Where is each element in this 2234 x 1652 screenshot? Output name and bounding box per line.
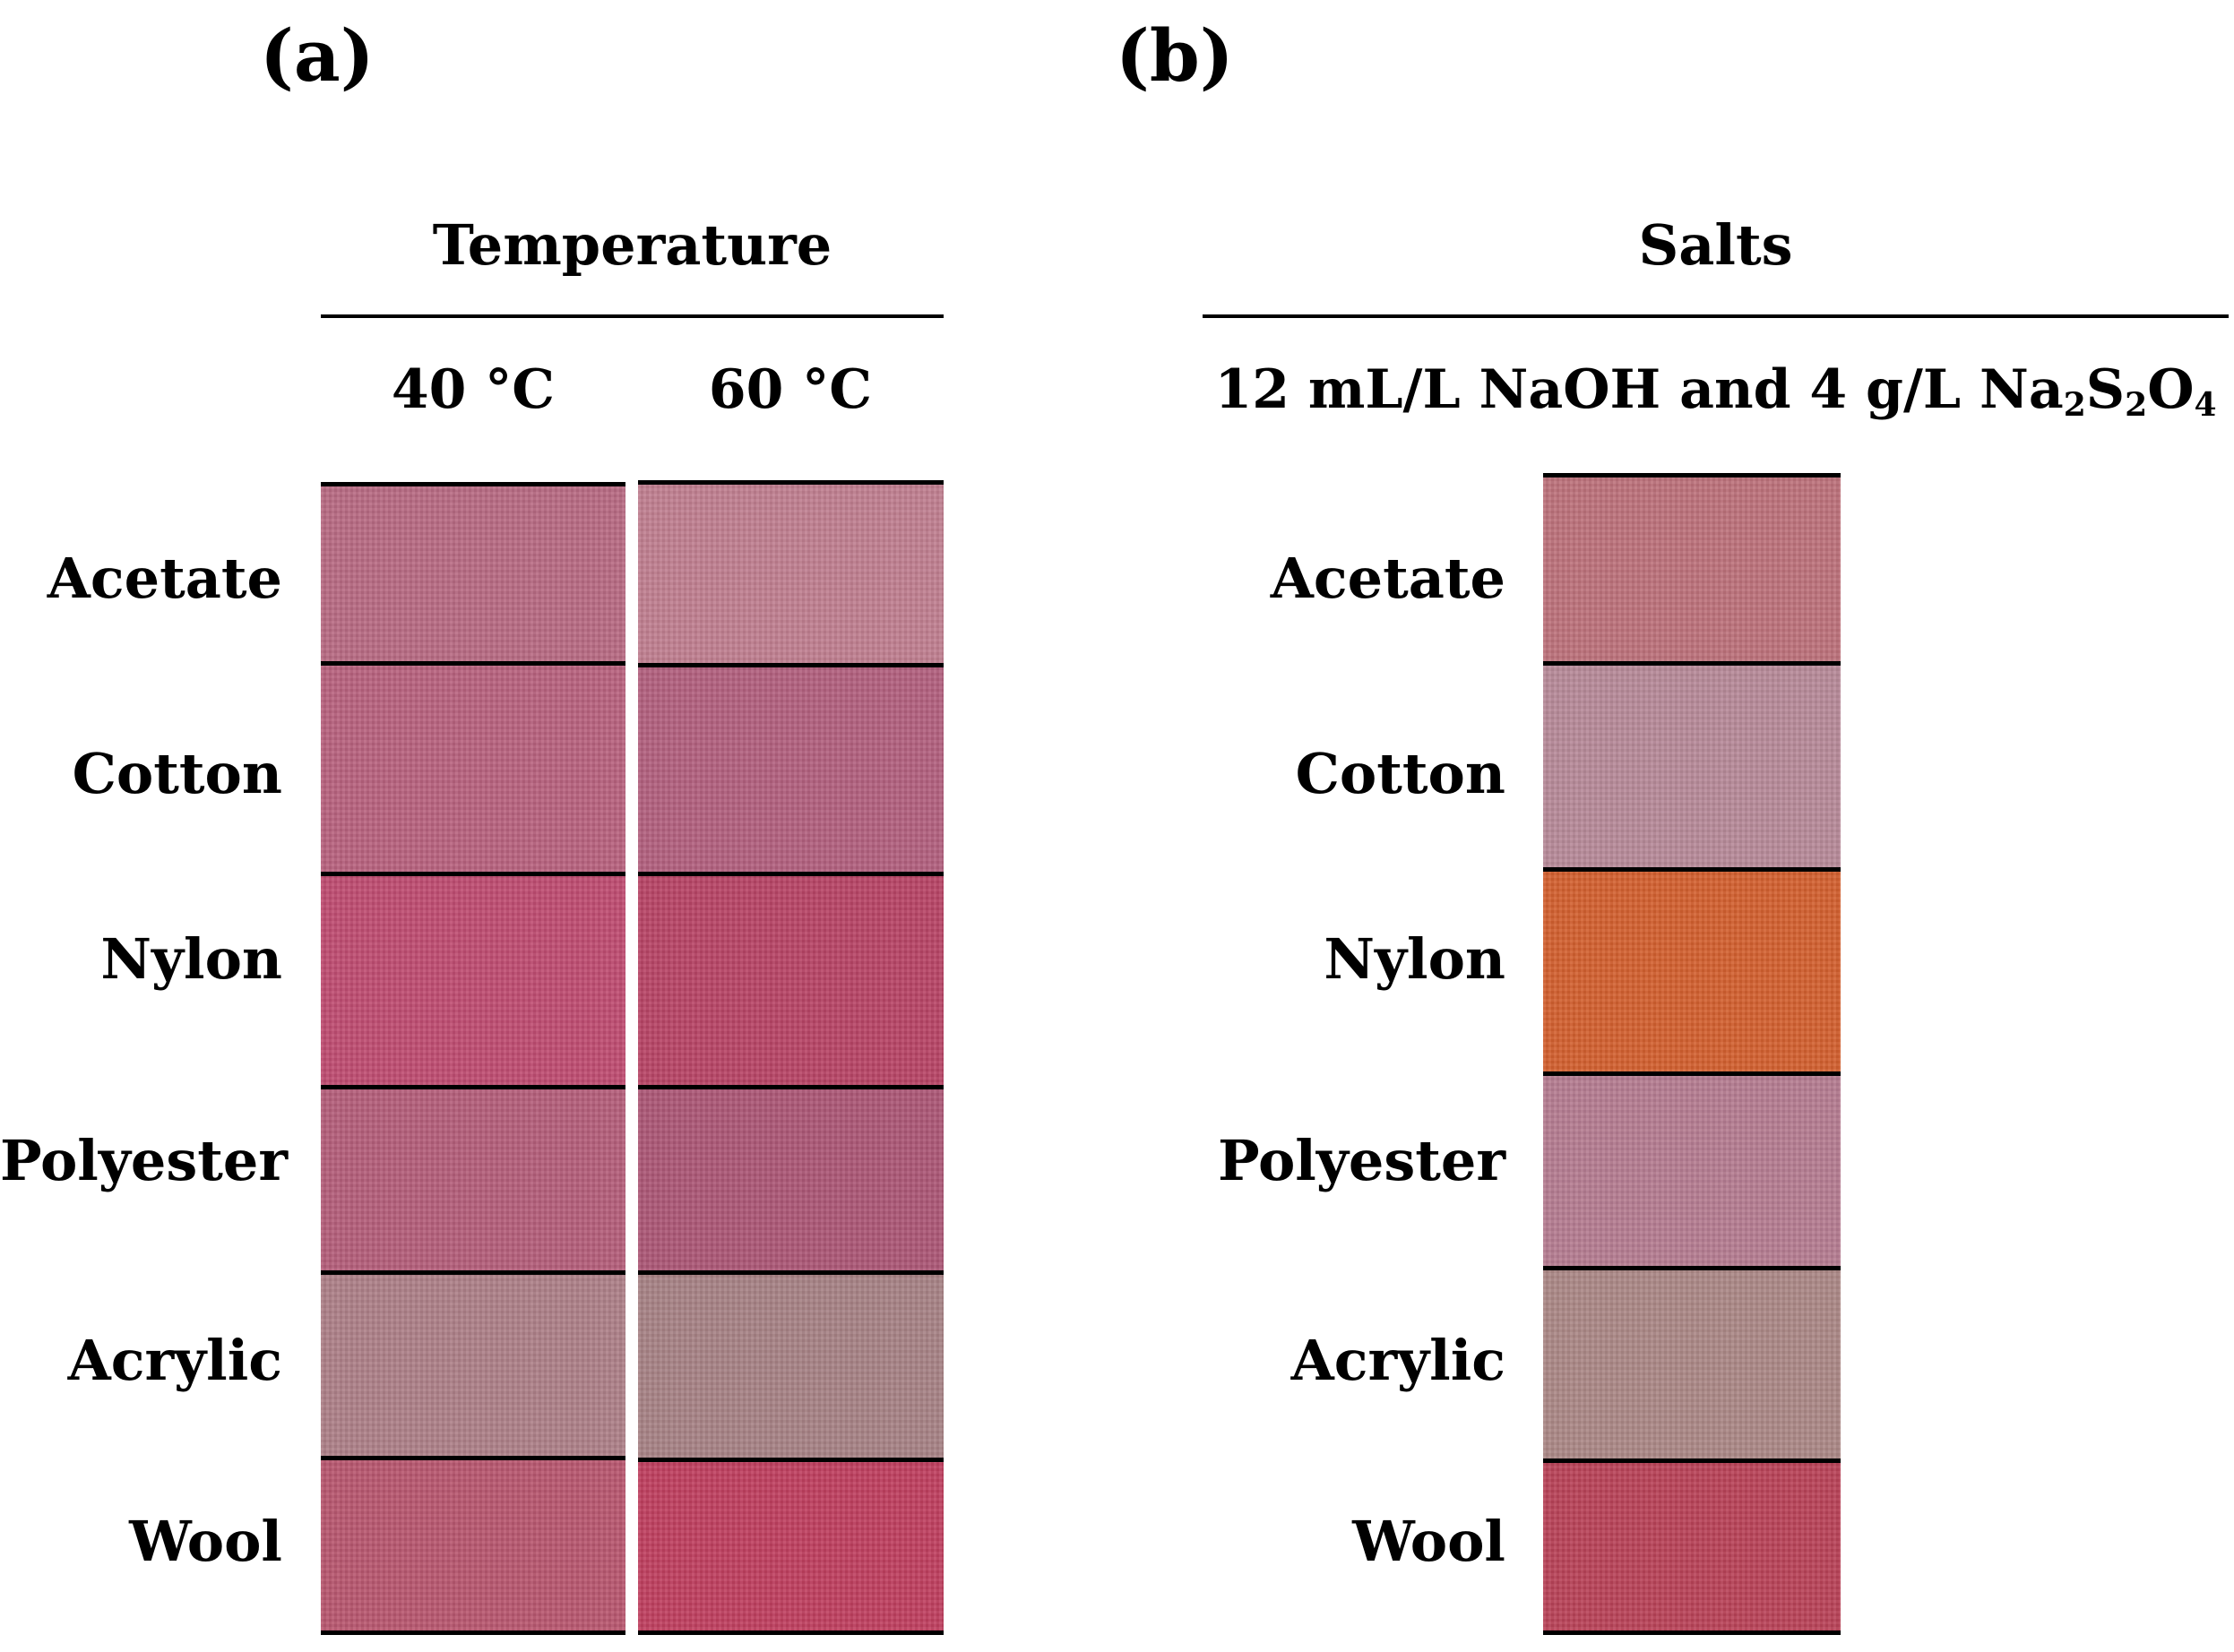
panel-a-header-rule [321,314,944,318]
swatch-divider [638,663,944,667]
fabric-swatch-acetate [1543,473,1841,661]
fabric-swatch-nylon [1543,867,1841,1071]
panel-b-row-label-polyester: Polyester [1218,1128,1505,1193]
swatch-divider [1543,1071,1841,1076]
swatch-divider [321,661,625,666]
panel-a-row-label-acrylic: Acrylic [67,1328,282,1393]
swatch-divider [638,1458,944,1462]
fabric-swatch-wool [1543,1458,1841,1635]
swatch-divider [638,480,944,485]
swatch-divider [638,1085,944,1089]
fabric-swatch-wool [321,1456,625,1635]
swatch-divider [321,872,625,876]
panel-a-header: Temperature [432,212,832,278]
fabric-swatch-acrylic [638,1270,944,1458]
panel-b-row-label-acrylic: Acrylic [1290,1328,1505,1393]
swatch-divider [1543,1266,1841,1270]
panel-a-row-label-wool: Wool [129,1509,282,1574]
panel-b-row-label-wool: Wool [1352,1509,1505,1574]
fabric-swatch-acetate [321,482,625,661]
panel-b-row-label-nylon: Nylon [1324,926,1505,992]
panel-a-letter: (a) [260,13,375,98]
fabric-swatch-acrylic [1543,1266,1841,1458]
panel-b-strip [1543,473,1841,1635]
panel-b-row-label-cotton: Cotton [1295,741,1505,806]
panel-b-condition-label: 12 mL/L NaOH and 4 g/L Na2S2O4 [1214,358,2217,424]
swatch-divider [1543,1630,1841,1635]
fabric-swatch-wool [638,1458,944,1635]
fabric-swatch-acrylic [321,1270,625,1456]
swatch-divider [638,872,944,876]
swatch-divider [321,1456,625,1460]
swatch-divider [638,1630,944,1635]
fabric-swatch-polyester [638,1085,944,1270]
panel-a-row-label-nylon: Nylon [100,926,282,992]
panel-b-row-label-acetate: Acetate [1270,546,1505,611]
panel-b-letter: (b) [1116,13,1234,98]
swatch-divider [1543,1458,1841,1463]
swatch-divider [321,1085,625,1089]
panel-b-header-rule [1203,314,2229,318]
swatch-divider [1543,473,1841,478]
swatch-divider [321,1630,625,1635]
panel-a-row-label-polyester: Polyester [0,1128,288,1193]
fabric-swatch-cotton [321,661,625,872]
panel-a-column-label-60: 60 °C [708,358,873,421]
swatch-divider [321,1270,625,1275]
panel-a-row-label-cotton: Cotton [72,741,282,806]
panel-b-header: Salts [1638,212,1793,278]
panel-a-strip-60 [638,480,944,1635]
panel-a-strip-40 [321,482,625,1635]
swatch-divider [638,1270,944,1275]
fabric-swatch-nylon [638,872,944,1085]
fabric-swatch-cotton [1543,661,1841,867]
fabric-swatch-polyester [1543,1071,1841,1266]
panel-a-column-label-40: 40 °C [391,358,556,421]
fabric-swatch-nylon [321,872,625,1085]
panel-a-row-label-acetate: Acetate [47,546,282,611]
swatch-divider [1543,867,1841,872]
fabric-swatch-polyester [321,1085,625,1270]
fabric-swatch-cotton [638,663,944,872]
fabric-swatch-acetate [638,480,944,663]
swatch-divider [1543,661,1841,666]
swatch-divider [321,482,625,486]
